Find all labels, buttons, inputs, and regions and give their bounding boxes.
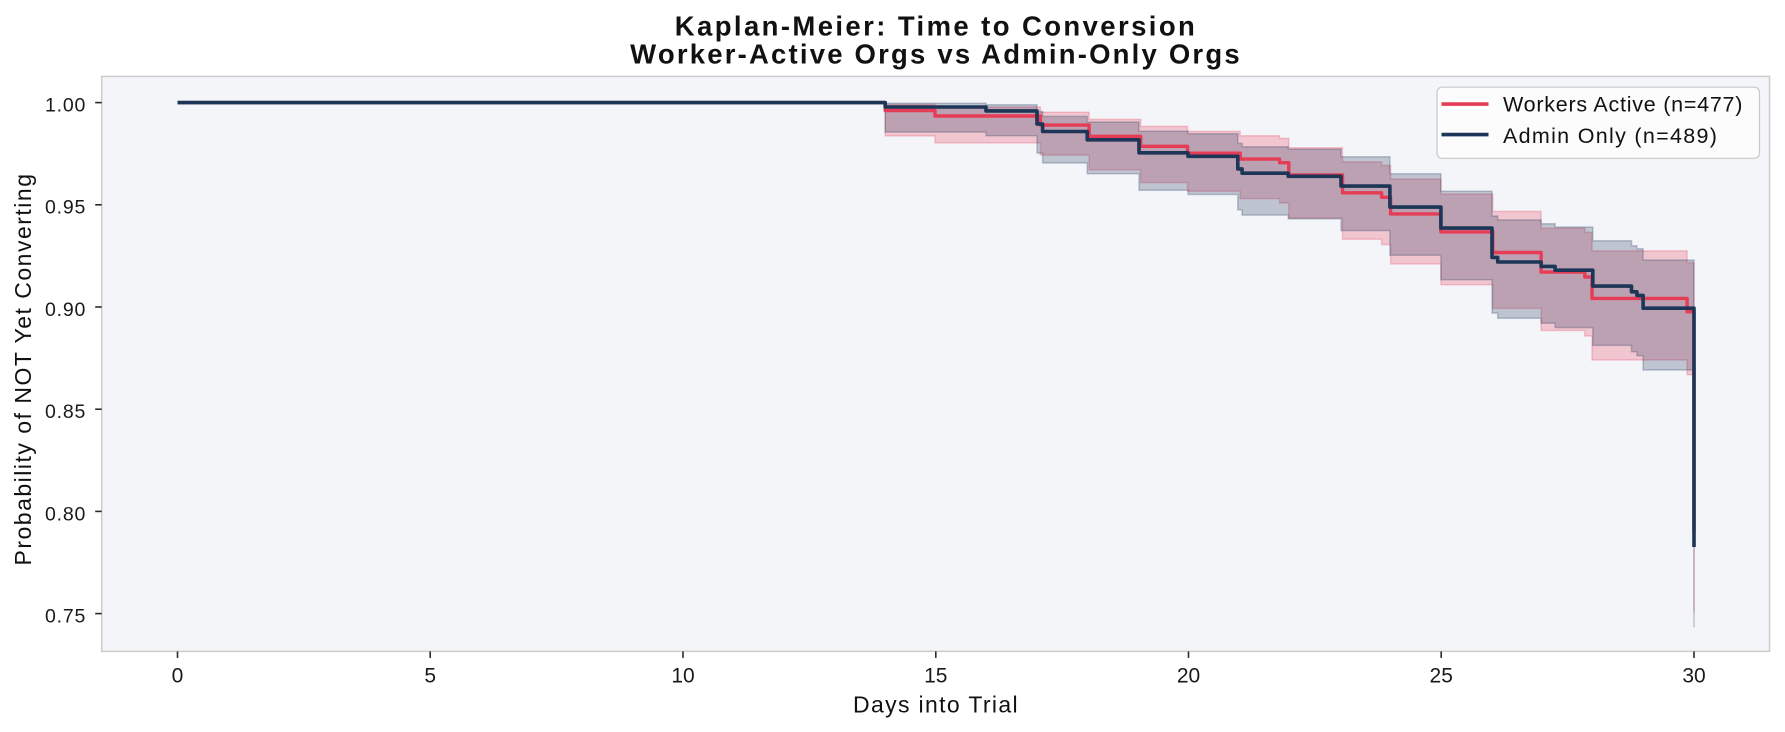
svg-text:25: 25 bbox=[1430, 665, 1453, 688]
svg-text:Admin Only (n=489): Admin Only (n=489) bbox=[1503, 124, 1718, 148]
svg-text:Workers Active (n=477): Workers Active (n=477) bbox=[1503, 93, 1743, 117]
svg-text:0.75: 0.75 bbox=[45, 606, 86, 628]
svg-text:1.00: 1.00 bbox=[45, 95, 86, 117]
svg-text:0.85: 0.85 bbox=[45, 401, 86, 423]
svg-text:20: 20 bbox=[1177, 665, 1200, 688]
svg-text:10: 10 bbox=[671, 665, 694, 688]
svg-text:Probability of NOT Yet Convert: Probability of NOT Yet Converting bbox=[10, 173, 36, 566]
svg-text:0.90: 0.90 bbox=[45, 299, 86, 321]
svg-text:0: 0 bbox=[172, 665, 184, 688]
svg-text:0.80: 0.80 bbox=[45, 503, 86, 525]
svg-text:5: 5 bbox=[424, 665, 436, 688]
svg-text:Worker-Active Orgs vs Admin-On: Worker-Active Orgs vs Admin-Only Orgs bbox=[630, 39, 1242, 70]
svg-text:Kaplan-Meier: Time to Conversi: Kaplan-Meier: Time to Conversion bbox=[675, 11, 1197, 42]
svg-text:15: 15 bbox=[924, 665, 947, 688]
svg-text:30: 30 bbox=[1682, 665, 1705, 688]
svg-text:Days into Trial: Days into Trial bbox=[853, 692, 1019, 718]
svg-text:0.95: 0.95 bbox=[45, 197, 86, 219]
